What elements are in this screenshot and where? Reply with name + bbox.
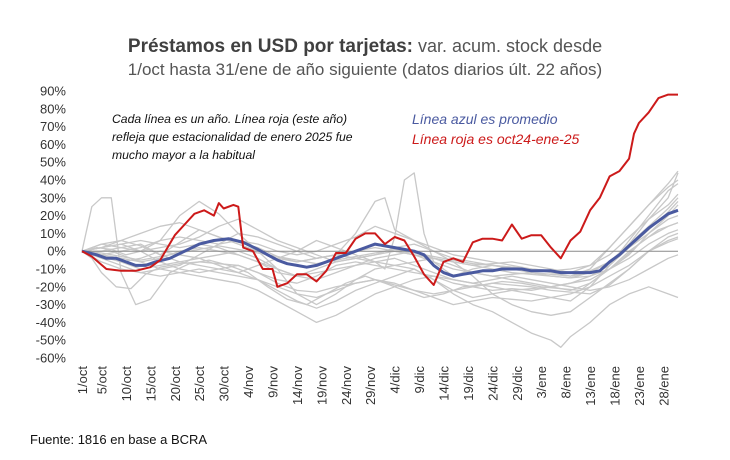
y-tick-label: 30% xyxy=(40,190,66,205)
y-tick-label: 10% xyxy=(40,226,66,241)
y-tick-label: -50% xyxy=(36,333,67,348)
y-tick-label: 60% xyxy=(40,137,66,152)
x-tick-label: 13/ene xyxy=(583,366,598,406)
current-year-line xyxy=(81,93,678,288)
x-tick-label: 29/nov xyxy=(363,366,378,406)
y-axis: -60% -50% -40% -30% -20% -10% 0% 10% 20% 30% 40% 50… xyxy=(36,84,67,366)
year-lines xyxy=(81,170,679,348)
chart-annotation: Cada línea es un año. Línea roja (este a… xyxy=(112,112,353,162)
x-tick-label: 30/oct xyxy=(217,366,232,402)
y-tick-label: 20% xyxy=(40,208,66,223)
y-tick-label: 70% xyxy=(40,119,66,134)
x-tick-label: 9/nov xyxy=(266,366,281,398)
source-note: Fuente: 1816 en base a BCRA xyxy=(30,432,208,447)
year-line-3 xyxy=(81,179,679,306)
x-tick-label: 1/oct xyxy=(75,366,90,395)
year-line-6 xyxy=(81,229,679,324)
x-tick-label: 25/oct xyxy=(192,366,207,402)
y-tick-label: -10% xyxy=(36,262,67,277)
x-tick-label: 3/ene xyxy=(534,366,549,399)
x-tick-label: 15/oct xyxy=(143,366,158,402)
x-tick-label: 20/oct xyxy=(168,366,183,402)
current-line-label: Línea roja es oct24-ene-25 xyxy=(412,131,580,147)
x-tick-label: 4/dic xyxy=(388,366,403,394)
year-line-9 xyxy=(81,214,679,292)
y-tick-label: 80% xyxy=(40,101,66,116)
year-line-7 xyxy=(82,170,679,277)
average-line xyxy=(81,208,679,278)
chart-title-rest: var. acum. stock desde xyxy=(413,36,603,56)
y-tick-label: 0% xyxy=(47,244,66,259)
x-tick-label: 23/ene xyxy=(632,366,647,406)
x-tick-label: 19/nov xyxy=(314,366,329,406)
year-line-16 xyxy=(81,204,679,279)
y-tick-label: 50% xyxy=(40,155,66,170)
x-tick-label: 24/nov xyxy=(339,366,354,406)
x-tick-label: 14/dic xyxy=(437,366,452,401)
x-tick-label: 19/dic xyxy=(461,366,476,401)
y-tick-label: 40% xyxy=(40,173,66,188)
x-tick-label: 10/oct xyxy=(119,366,134,402)
year-line-11 xyxy=(81,239,679,292)
x-axis: 1/oct 5/oct 10/oct 15/oct 20/oct 25/oct 30/oct… xyxy=(75,366,671,406)
x-tick-label: 4/nov xyxy=(241,366,256,398)
y-tick-label: -40% xyxy=(36,315,67,330)
y-tick-label: -60% xyxy=(36,351,67,366)
x-tick-label: 8/ene xyxy=(559,366,574,399)
x-tick-label: 14/nov xyxy=(290,366,305,406)
chart-subtitle: 1/oct hasta 31/ene de año siguiente (dat… xyxy=(127,60,603,79)
y-tick-label: -30% xyxy=(36,297,67,312)
x-tick-label: 28/ene xyxy=(656,366,671,406)
y-tick-label: 90% xyxy=(40,84,66,99)
average-line-label: Línea azul es promedio xyxy=(412,111,558,127)
x-tick-label: 9/dic xyxy=(412,366,427,394)
year-line-15 xyxy=(81,250,679,348)
year-line-13 xyxy=(81,232,679,306)
x-tick-label: 5/oct xyxy=(95,366,110,395)
highlight-lines xyxy=(81,93,679,288)
year-line-8 xyxy=(81,197,679,316)
x-tick-label: 24/dic xyxy=(485,366,500,401)
chart-title-bold: Préstamos en USD por tarjetas: xyxy=(127,36,413,57)
x-tick-label: 29/dic xyxy=(510,366,525,401)
chart-title: Préstamos en USD por tarjetas: var. acum… xyxy=(0,34,730,59)
y-tick-label: -20% xyxy=(36,279,67,294)
x-tick-label: 18/ene xyxy=(608,366,623,406)
